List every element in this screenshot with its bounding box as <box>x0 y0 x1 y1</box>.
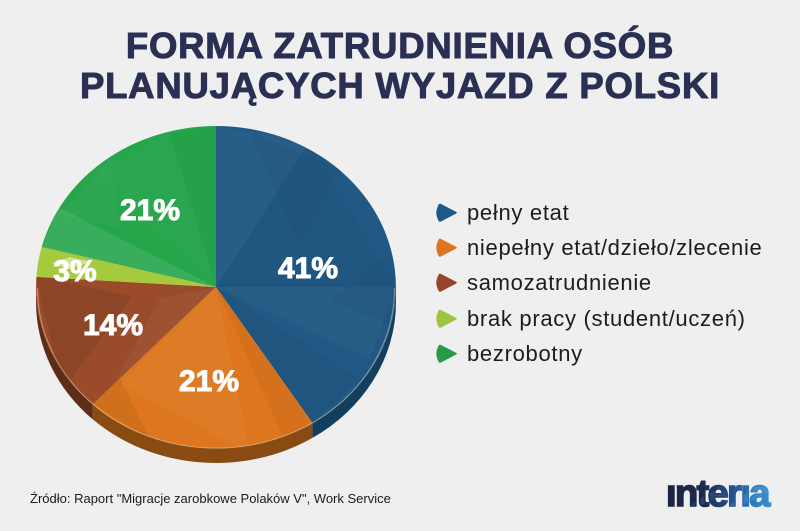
svg-text:ınterıa: ınterıa <box>666 477 771 511</box>
svg-text:3%: 3% <box>53 255 96 288</box>
svg-text:14%: 14% <box>83 309 143 342</box>
svg-text:21%: 21% <box>179 365 239 398</box>
svg-text:21%: 21% <box>120 194 180 227</box>
svg-text:41%: 41% <box>278 252 338 285</box>
